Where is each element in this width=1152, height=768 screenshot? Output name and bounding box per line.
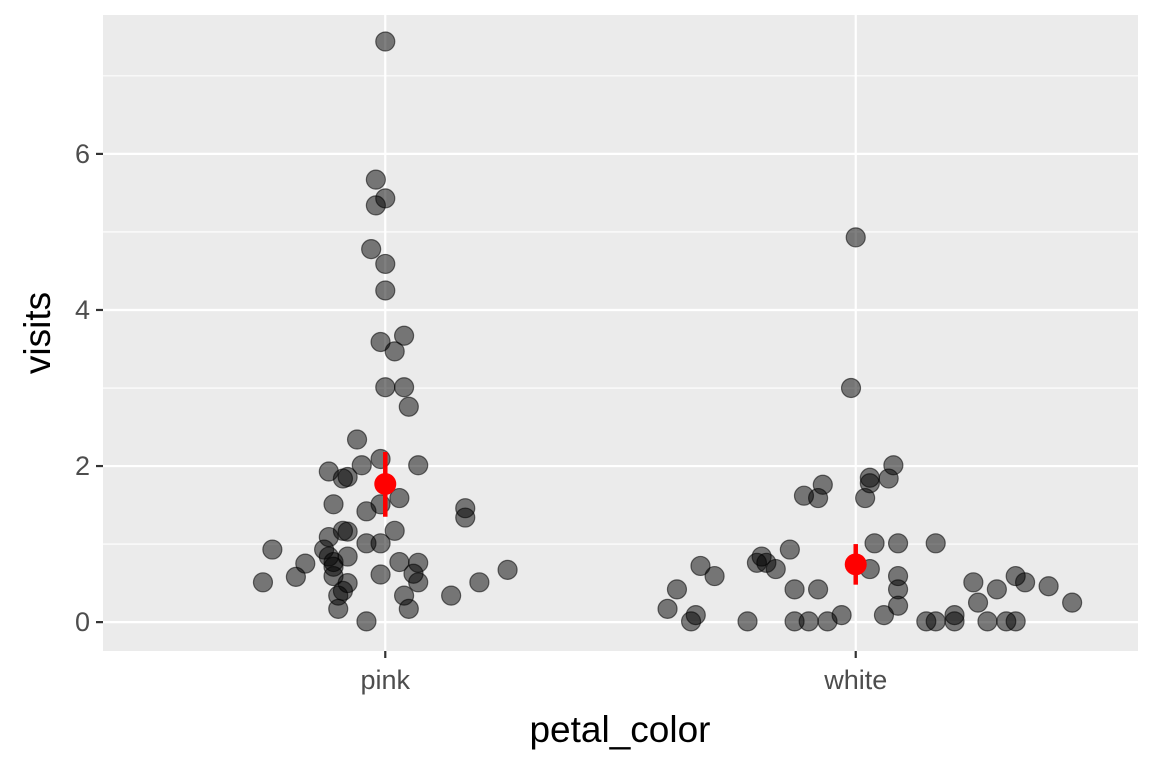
x-axis: pink white [361,651,887,695]
data-point [365,195,386,216]
data-point [375,253,396,275]
data-point [986,579,1007,600]
y-axis: 0 2 4 6 [75,139,103,637]
data-point [393,377,415,398]
data-point [441,585,462,606]
data-point [370,331,391,353]
data-point [967,592,989,613]
data-point [365,169,386,190]
data-point [657,598,678,619]
data-point [666,579,688,600]
data-point [408,572,429,593]
y-tick-label: 6 [75,139,90,169]
data-point [323,494,344,515]
data-point [384,520,405,541]
data-point [779,539,800,560]
data-point [337,521,358,542]
data-point [807,579,829,600]
data-point [925,611,946,632]
data-point [887,533,909,554]
data-point [332,468,354,489]
data-point [977,611,998,632]
summary-mean-point [844,553,867,576]
y-axis-title: visits [17,292,58,374]
y-tick-label: 4 [75,295,90,325]
data-point [925,533,946,554]
data-point [389,487,410,509]
data-point [375,31,396,52]
data-point [285,566,306,587]
data-point [873,605,895,626]
data-point [690,555,711,577]
data-point [346,429,368,450]
data-point [1014,572,1036,593]
data-point [469,572,490,593]
data-point [737,611,758,632]
data-point [361,239,382,260]
data-point [963,572,984,593]
data-point [798,611,819,632]
data-point [817,611,838,632]
x-tick-label: pink [361,665,411,695]
data-point [398,598,419,619]
data-point [384,341,405,362]
data-point [252,572,274,593]
data-point [855,487,876,509]
data-point [704,565,725,587]
data-point [807,487,829,509]
data-point [356,533,377,554]
plot-panel [103,15,1138,651]
grid-minor [103,75,1138,545]
summary-layer [374,452,867,585]
data-point [375,377,396,398]
data-point [887,595,909,616]
data-point [1038,576,1059,597]
data-point [328,598,349,619]
data-point [375,280,396,301]
data-point [864,533,885,554]
summary-mean-point [374,473,397,496]
data-point [845,227,866,248]
data-point [356,611,377,632]
y-tick-label: 0 [75,607,90,637]
data-point [1062,592,1083,613]
data-point [262,539,283,560]
data-point [497,559,518,580]
data-point [944,611,965,632]
data-point [356,501,377,522]
data-point [398,396,419,417]
data-point [680,611,702,632]
y-tick-label: 2 [75,451,90,481]
data-point [840,377,862,399]
data-point [878,468,899,489]
data-point [393,325,415,346]
x-tick-label: white [823,665,887,695]
data-point [765,558,786,580]
x-axis-title: petal_color [529,709,710,750]
data-point [455,507,476,528]
data-point [784,579,805,600]
data-point [351,455,372,476]
data-point [370,564,391,585]
data-point [408,455,429,476]
points-layer [252,31,1083,632]
data-point [1005,611,1026,632]
